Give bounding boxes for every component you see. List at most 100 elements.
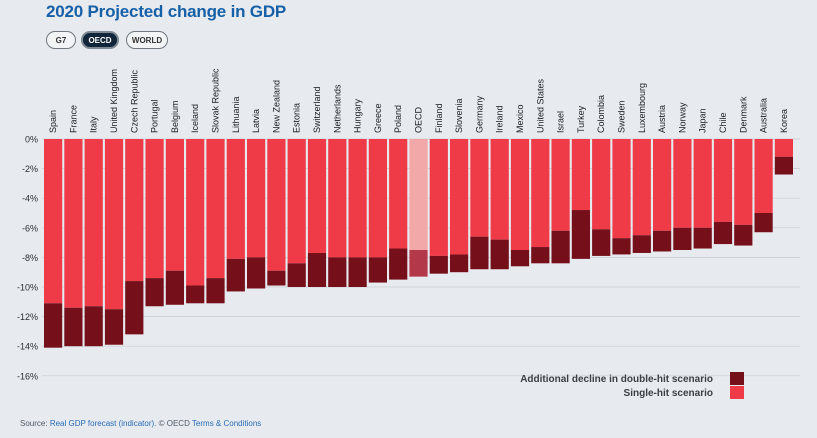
bar-single-hit xyxy=(653,139,672,231)
x-category-label: Turkey xyxy=(576,105,586,133)
x-category-label: Chile xyxy=(718,112,728,133)
bar-double-hit xyxy=(754,213,773,233)
bar-double-hit xyxy=(612,238,631,255)
bar-double-hit xyxy=(774,156,793,175)
bar-double-hit xyxy=(328,257,347,287)
bar-double-hit xyxy=(653,230,672,252)
bar-single-hit xyxy=(450,139,469,255)
source-indicator-link[interactable]: Real GDP forecast (indicator). xyxy=(49,419,157,428)
bar-double-hit xyxy=(64,307,83,347)
bar-double-hit xyxy=(125,281,144,335)
x-category-label: France xyxy=(68,105,78,133)
bar-double-hit xyxy=(450,254,469,273)
source-note: Source: Real GDP forecast (indicator). ©… xyxy=(20,419,261,428)
bar-single-hit xyxy=(186,139,205,286)
bar-single-hit xyxy=(409,139,428,250)
bar-double-hit xyxy=(44,303,63,348)
x-category-label: United Kingdom xyxy=(109,69,119,133)
bar-single-hit xyxy=(389,139,408,249)
terms-conditions-link[interactable]: Terms & Conditions xyxy=(191,419,262,428)
bar-single-hit xyxy=(531,139,550,248)
x-category-label: Hungary xyxy=(353,98,363,133)
bar-double-hit xyxy=(307,252,327,287)
x-category-label: Slovenia xyxy=(454,98,464,133)
bar-single-hit xyxy=(125,139,144,282)
bar-double-hit xyxy=(165,270,184,305)
bar-double-hit xyxy=(673,227,692,250)
x-category-label: Korea xyxy=(779,109,789,133)
x-category-label: Germany xyxy=(474,95,484,133)
bar-single-hit xyxy=(490,139,509,240)
bar-double-hit xyxy=(531,247,550,264)
bar-single-hit xyxy=(104,139,124,310)
bar-double-hit xyxy=(632,235,651,253)
bar-single-hit xyxy=(328,139,347,258)
x-category-label: Spain xyxy=(48,110,58,133)
x-category-label: Belgium xyxy=(170,100,180,133)
bar-double-hit xyxy=(186,285,205,304)
bar-single-hit xyxy=(592,139,611,230)
y-tick-label: -4% xyxy=(22,194,38,204)
bar-single-hit xyxy=(64,139,83,308)
bar-double-hit xyxy=(409,250,428,277)
x-category-label: Austria xyxy=(657,105,667,133)
bar-double-hit xyxy=(470,236,489,270)
bar-double-hit xyxy=(206,278,225,304)
x-category-label: Greece xyxy=(373,103,383,133)
bar-double-hit xyxy=(490,239,509,270)
bar-single-hit xyxy=(551,139,570,231)
bar-double-hit xyxy=(226,258,245,292)
bar-single-hit xyxy=(307,139,327,253)
bar-double-hit xyxy=(287,263,306,287)
bar-single-hit xyxy=(145,139,164,279)
x-category-label: Japan xyxy=(698,108,708,133)
world-toggle-button[interactable]: WORLD xyxy=(126,31,168,49)
y-tick-label: -14% xyxy=(17,342,38,352)
y-tick-label: -6% xyxy=(22,223,38,233)
source-copyright: © OECD xyxy=(158,419,190,428)
x-category-label: Czech Republic xyxy=(129,69,139,133)
bar-double-hit xyxy=(510,250,530,267)
x-category-label: Portugal xyxy=(150,99,160,133)
bar-double-hit xyxy=(429,255,448,274)
legend-label: Additional decline in double-hit scenari… xyxy=(520,374,713,385)
bar-double-hit xyxy=(551,230,570,264)
bar-single-hit xyxy=(247,139,266,258)
legend-swatch xyxy=(730,372,744,385)
x-category-label: Mexico xyxy=(515,104,525,133)
bar-double-hit xyxy=(267,270,286,286)
x-category-label: New Zealand xyxy=(271,80,281,133)
bar-double-hit xyxy=(592,229,611,256)
x-category-label: Finland xyxy=(434,103,444,133)
g7-toggle-button[interactable]: G7 xyxy=(46,31,76,49)
bar-single-hit xyxy=(673,139,692,228)
bar-single-hit xyxy=(734,139,753,225)
x-category-label: Ireland xyxy=(495,105,505,133)
x-category-label: Italy xyxy=(89,116,99,133)
bar-single-hit xyxy=(348,139,367,258)
y-tick-label: 0% xyxy=(25,135,38,145)
bar-single-hit xyxy=(612,139,631,239)
bar-double-hit xyxy=(84,306,103,347)
oecd-toggle-button[interactable]: OECD xyxy=(81,31,119,49)
bar-single-hit xyxy=(571,139,590,211)
x-category-label: Australia xyxy=(759,98,769,133)
bar-double-hit xyxy=(693,227,712,249)
bar-single-hit xyxy=(754,139,773,213)
bar-single-hit xyxy=(287,139,306,264)
x-category-label: Slovak Republic xyxy=(211,68,221,133)
y-tick-label: -2% xyxy=(22,164,38,174)
y-tick-label: -16% xyxy=(17,371,38,381)
x-category-label: Luxembourg xyxy=(637,83,647,133)
bar-double-hit xyxy=(348,257,367,287)
x-category-label: OECD xyxy=(414,106,424,133)
bar-double-hit xyxy=(247,257,266,289)
x-category-label: Israel xyxy=(556,111,566,133)
x-category-label: Sweden xyxy=(617,100,627,133)
bar-single-hit xyxy=(165,139,184,271)
legend-swatch xyxy=(730,386,744,399)
bar-single-hit xyxy=(84,139,103,307)
bar-single-hit xyxy=(44,139,63,304)
bar-single-hit xyxy=(713,139,733,222)
